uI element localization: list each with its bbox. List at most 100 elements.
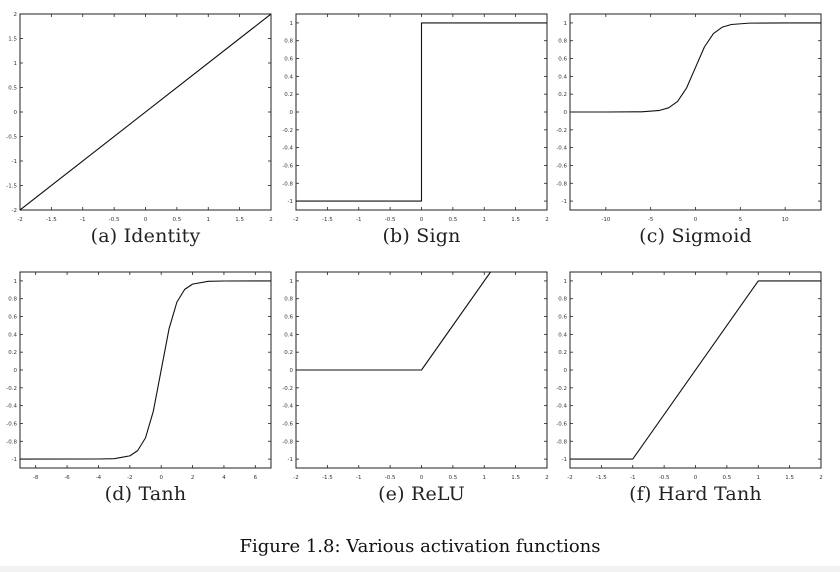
series-line-sign — [296, 22, 547, 202]
x-tick-label-neg2: -2 — [567, 475, 572, 481]
x-tick-label-neg6: -6 — [64, 475, 70, 481]
x-tick-label-neg0p5: -0.5 — [109, 217, 120, 223]
y-tick-label-2: 2 — [14, 12, 18, 18]
y-tick-label-neg0p6: -0.6 — [556, 163, 567, 169]
y-tick-label-0: 0 — [564, 368, 568, 374]
x-tick-label-2: 2 — [191, 475, 195, 481]
x-tick-label-1p5: 1.5 — [511, 475, 520, 481]
y-tick-label-0p8: 0.8 — [8, 297, 17, 303]
chart-identity: -2 -1.5 -1 -0.5 0 0.5 1 1.5 2 -2 -1.5 -1 -0.5 0 0.5 1 1.… — [6, 12, 272, 223]
y-tick-label-neg0p6: -0.6 — [282, 421, 293, 427]
y-tick-label-0p2: 0.2 — [284, 92, 293, 98]
y-tick-label-neg0p2: -0.2 — [6, 386, 17, 392]
y-tick-label-1: 1 — [14, 61, 18, 67]
figure-caption: Figure 1.8: Various activation functions — [239, 536, 601, 557]
y-tick-label-neg0p8: -0.8 — [556, 181, 567, 187]
y-tick-label-neg1p5: -1.5 — [6, 184, 17, 190]
x-tick-label-neg2: -2 — [293, 217, 298, 223]
y-tick-label-neg0p8: -0.8 — [556, 439, 567, 445]
x-tick-label-2: 2 — [545, 475, 549, 481]
x-tick-label-neg1p5: -1.5 — [322, 217, 333, 223]
y-tick-label-neg1: -1 — [562, 199, 567, 205]
x-tick-label-neg1p5: -1.5 — [596, 475, 607, 481]
chart-hardtanh: -2 -1.5 -1 -0.5 0 0.5 1 1.5 2 -1 -0.8 -0.6 -0.4 -0.2 0… — [556, 271, 823, 481]
bottom-strip — [0, 566, 840, 572]
x-tick-label-neg0p5: -0.5 — [385, 475, 396, 481]
y-tick-label-1: 1 — [564, 21, 568, 27]
x-tick-label-0: 0 — [144, 217, 148, 223]
x-tick-label-neg2: -2 — [127, 475, 132, 481]
y-tick-label-neg1: -1 — [12, 159, 17, 165]
x-tick-label-neg0p5: -0.5 — [659, 475, 670, 481]
series-line-relu — [296, 272, 491, 371]
y-tick-label-0p2: 0.2 — [8, 350, 17, 356]
series-line-tanh — [20, 280, 271, 460]
chart-sign: -2 -1.5 -1 -0.5 0 0.5 1 1.5 2 -1 -0.8 -0.6 -0.4 -0.2 0… — [282, 13, 549, 223]
x-tick-label-0p5: 0.5 — [723, 475, 732, 481]
y-tick-label-1: 1 — [290, 279, 294, 285]
x-tick-label-1: 1 — [483, 217, 487, 223]
x-tick-label-neg2: -2 — [17, 217, 22, 223]
y-tick-label-neg1: -1 — [288, 199, 293, 205]
y-tick-label-neg0p5: -0.5 — [6, 135, 17, 141]
y-tick-label-neg2: -2 — [12, 208, 17, 214]
y-tick-label-0p6: 0.6 — [558, 57, 567, 63]
y-tick-label-0p8: 0.8 — [284, 297, 293, 303]
x-tick-label-neg0p5: -0.5 — [385, 217, 396, 223]
x-tick-label-0: 0 — [159, 475, 163, 481]
x-tick-label-neg1: -1 — [630, 475, 635, 481]
y-tick-label-0p8: 0.8 — [558, 39, 567, 45]
y-tick-label-1: 1 — [290, 21, 294, 27]
x-tick-label-10: 10 — [782, 217, 789, 223]
y-tick-label-0: 0 — [564, 110, 568, 116]
x-tick-label-0: 0 — [694, 475, 698, 481]
y-tick-label-neg0p6: -0.6 — [6, 421, 17, 427]
y-tick-label-0p4: 0.4 — [284, 74, 293, 80]
y-tick-label-0p4: 0.4 — [284, 332, 293, 338]
y-tick-label-0: 0 — [290, 110, 294, 116]
chart-relu: -2 -1.5 -1 -0.5 0 0.5 1 1.5 2 -1 -0.8 -0.6 -0.4 -0.2 0… — [282, 271, 549, 481]
y-tick-label-0p6: 0.6 — [8, 315, 17, 321]
subplot-caption-tanh: (d) Tanh — [104, 483, 187, 505]
y-tick-label-0p6: 0.6 — [284, 315, 293, 321]
x-tick-label-1: 1 — [483, 475, 487, 481]
x-tick-label-6: 6 — [254, 475, 258, 481]
y-tick-label-neg0p2: -0.2 — [556, 386, 567, 392]
x-tick-label-neg10: -10 — [601, 217, 610, 223]
x-tick-label-0p5: 0.5 — [449, 475, 458, 481]
y-tick-label-0p8: 0.8 — [284, 39, 293, 45]
y-tick-label-neg0p8: -0.8 — [6, 439, 17, 445]
y-tick-label-neg0p4: -0.4 — [6, 404, 17, 410]
y-tick-label-0p2: 0.2 — [558, 350, 567, 356]
y-tick-label-neg0p4: -0.4 — [282, 146, 293, 152]
x-tick-label-1: 1 — [757, 475, 761, 481]
series-line-sigmoid — [570, 22, 821, 113]
x-tick-label-1: 1 — [207, 217, 211, 223]
x-tick-label-neg1: -1 — [80, 217, 85, 223]
subplot-caption-relu: (e) ReLU — [378, 483, 465, 505]
y-tick-label-1: 1 — [564, 279, 568, 285]
y-tick-label-0: 0 — [14, 110, 18, 116]
x-tick-label-0: 0 — [420, 217, 424, 223]
x-tick-label-neg1: -1 — [356, 217, 361, 223]
x-tick-label-neg1: -1 — [356, 475, 361, 481]
chart-sigmoid: -10 -5 0 5 10 -1 -0.8 -0.6 -0.4 -0.2 0 0.2 0.4 0.6 0.8… — [556, 13, 822, 223]
y-tick-label-1: 1 — [14, 279, 18, 285]
y-tick-label-0p8: 0.8 — [558, 297, 567, 303]
x-tick-label-neg2: -2 — [293, 475, 298, 481]
x-tick-label-neg4: -4 — [96, 475, 102, 481]
x-tick-label-0p5: 0.5 — [173, 217, 182, 223]
y-tick-label-neg1: -1 — [562, 457, 567, 463]
y-tick-label-neg1: -1 — [12, 457, 17, 463]
y-tick-label-neg0p2: -0.2 — [556, 128, 567, 134]
y-tick-label-neg0p8: -0.8 — [282, 181, 293, 187]
x-tick-label-4: 4 — [222, 475, 226, 481]
x-tick-label-5: 5 — [739, 217, 743, 223]
subplot-caption-hardtanh: (f) Hard Tanh — [629, 483, 762, 505]
y-tick-label-0p4: 0.4 — [8, 332, 17, 338]
x-tick-label-neg1p5: -1.5 — [46, 217, 57, 223]
y-tick-label-0p6: 0.6 — [558, 315, 567, 321]
x-tick-label-1p5: 1.5 — [785, 475, 794, 481]
chart-tanh: -8 -6 -4 -2 0 2 4 6 -1 -0.8 -0.6 -0.4 -0.2 0 0.2 0.4 0.6… — [6, 271, 272, 481]
